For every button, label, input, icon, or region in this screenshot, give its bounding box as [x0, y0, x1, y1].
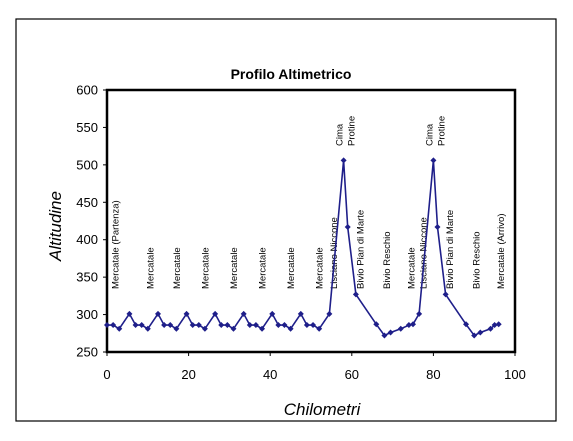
svg-text:Protine: Protine [436, 116, 447, 146]
x-tick-labels: 0 20 40 60 80 100 [103, 352, 526, 382]
data-point [326, 310, 333, 317]
annotation-label: Mercatale [406, 247, 417, 289]
annotation-label: Bivio Pian di Marte [355, 210, 366, 289]
x-tick-label: 20 [181, 367, 195, 382]
data-point [344, 223, 351, 230]
annotation-label: Mercatale [172, 247, 183, 289]
data-point [138, 322, 145, 329]
data-point [495, 321, 502, 328]
x-tick-label: 100 [504, 367, 526, 382]
data-point [316, 325, 323, 332]
data-point [310, 322, 317, 329]
x-tick-label: 60 [345, 367, 359, 382]
data-point [410, 321, 416, 328]
data-point [161, 322, 168, 329]
annotation-label: Bivio Reschio [382, 231, 393, 289]
data-point [416, 310, 423, 317]
data-point [463, 321, 470, 328]
data-point [246, 322, 253, 329]
svg-text:Protine: Protine [347, 116, 358, 146]
y-tick-label: 600 [76, 83, 98, 98]
data-point [218, 322, 225, 329]
data-point [275, 322, 282, 329]
data-point [110, 322, 117, 329]
data-point [381, 332, 388, 339]
data-point [471, 332, 478, 339]
annotation-label: Mercatale (Partenza) [111, 200, 122, 289]
y-tick-label: 450 [76, 195, 98, 210]
data-point [430, 157, 437, 164]
data-point [195, 322, 202, 329]
data-point [487, 325, 494, 332]
data-point [189, 322, 196, 329]
data-point [269, 310, 276, 317]
y-tick-label: 250 [76, 345, 98, 360]
annotation-label: Cima Protine [335, 116, 358, 146]
data-point [116, 325, 123, 332]
data-point [397, 325, 404, 332]
data-point [259, 325, 266, 332]
data-point [387, 329, 394, 336]
data-point [144, 325, 151, 332]
y-tick-label: 400 [76, 232, 98, 247]
data-point [201, 325, 208, 332]
data-point [132, 322, 139, 329]
x-tick-label: 40 [263, 367, 277, 382]
annotation-label: Mercatale [315, 247, 326, 289]
data-point [173, 325, 180, 332]
series-group [104, 157, 502, 339]
annotation-label: Mercatale [286, 247, 297, 289]
y-tick-label: 350 [76, 270, 98, 285]
data-point [352, 291, 359, 298]
annotation-label: Mercatale [258, 247, 269, 289]
data-point [224, 322, 231, 329]
y-tick-label: 550 [76, 120, 98, 135]
data-point [442, 291, 449, 298]
data-point [230, 325, 237, 332]
chart-title: Profilo Altimetrico [231, 66, 352, 82]
x-tick-label: 0 [103, 367, 110, 382]
data-point [303, 322, 310, 329]
data-point [183, 310, 190, 317]
annotation-label: Mercatale [229, 247, 240, 289]
data-point [167, 322, 174, 329]
annotation-label: Mercatale [200, 247, 211, 289]
data-point [281, 322, 288, 329]
data-point [405, 322, 412, 329]
annotation-label: Mercatale (Arrivo) [496, 214, 507, 290]
data-point [126, 310, 133, 317]
x-tick-label: 80 [426, 367, 440, 382]
data-point [212, 310, 219, 317]
annotation-label: Cima Protine [424, 116, 447, 146]
data-point [155, 310, 161, 317]
data-point [297, 310, 304, 317]
data-point [252, 322, 259, 329]
data-point [434, 223, 441, 230]
y-tick-label: 300 [76, 307, 98, 322]
svg-text:Cima: Cima [335, 123, 346, 146]
data-point [287, 325, 294, 332]
data-point [104, 322, 110, 329]
data-point [477, 329, 484, 336]
data-point [491, 322, 498, 329]
annotation-label: Bivio Pian di Marte [445, 210, 456, 289]
svg-text:Cima: Cima [424, 123, 435, 146]
x-axis-label: Chilometri [284, 400, 362, 419]
data-point [340, 157, 347, 164]
annotation-label: Bivio Reschio [472, 231, 483, 289]
data-point [373, 321, 380, 328]
y-tick-label: 500 [76, 157, 98, 172]
annotation-label: Mercatale [145, 247, 156, 289]
y-tick-labels: 250 300 350 400 450 500 550 600 [76, 83, 107, 360]
data-point [240, 310, 247, 317]
y-axis-label: Altitudine [46, 191, 65, 262]
